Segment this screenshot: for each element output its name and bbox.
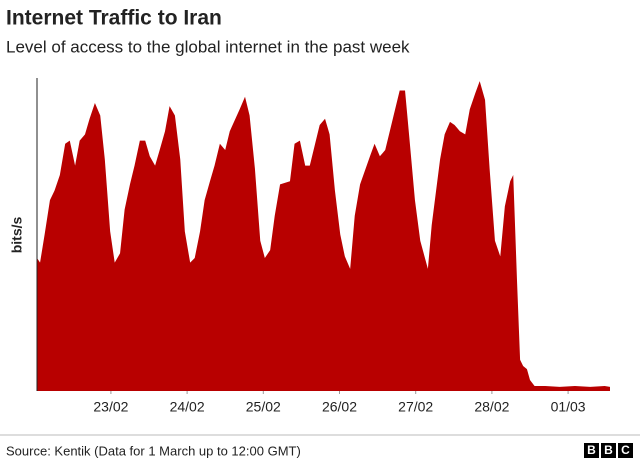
logo-letter: B: [604, 443, 613, 457]
x-tick-label: 28/02: [474, 399, 509, 415]
source: Source: Kentik (Data for 1 March up to 1…: [6, 443, 301, 458]
x-tick-label: 23/02: [93, 399, 128, 415]
logo-box: [584, 443, 599, 458]
x-tick-label: 25/02: [246, 399, 281, 415]
x-tick-label: 26/02: [322, 399, 357, 415]
x-tick-label: 01/03: [551, 399, 586, 415]
logo-box: [618, 443, 633, 458]
area: [37, 81, 610, 391]
y-axis-label: bits/s: [9, 217, 25, 254]
x-tick-label: 27/02: [398, 399, 433, 415]
logo-letter: B: [587, 443, 596, 457]
logo-letter: C: [621, 443, 630, 457]
x-tick-label: 24/02: [170, 399, 205, 415]
logo-box: [601, 443, 616, 458]
chart-subtitle: Level of access to the global internet i…: [6, 37, 410, 56]
chart-title: Internet Traffic to Iran: [6, 7, 222, 30]
